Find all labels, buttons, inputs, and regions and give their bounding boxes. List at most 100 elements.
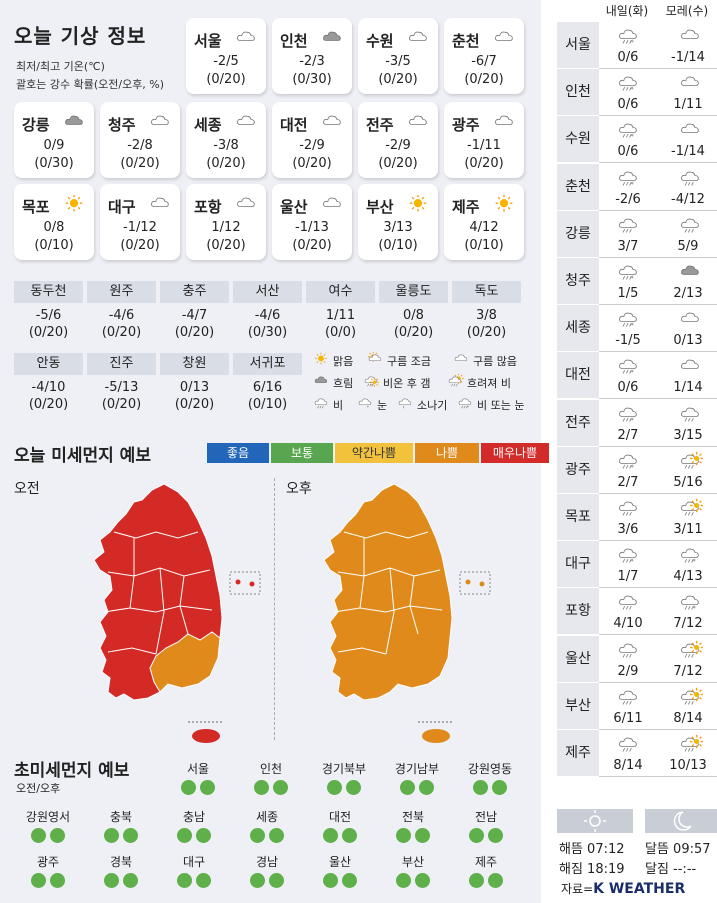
pm-title: 초미세먼지 예보	[14, 761, 130, 781]
svg-text:*: *	[693, 605, 697, 613]
svg-text:*: *	[631, 274, 635, 282]
province-border	[337, 647, 387, 655]
cloudy-icon	[492, 112, 516, 130]
forecast-tomorrow: 2/7	[617, 474, 639, 490]
grid-prob: (0/20)	[101, 325, 142, 340]
forecast-dayafter: 1/14	[673, 380, 703, 396]
card-city: 춘천	[452, 32, 480, 50]
pm-pm-dot	[492, 780, 507, 795]
pm-region: 울산	[328, 855, 352, 869]
card-prob: (0/30)	[292, 72, 332, 87]
cloudy-icon	[320, 112, 344, 130]
grid-temp: 3/8	[476, 308, 497, 323]
jeju-island	[192, 729, 220, 743]
sunny-icon	[62, 194, 86, 212]
pm-am-dot	[181, 780, 196, 795]
sunny-icon	[312, 352, 330, 369]
rain-icon	[677, 215, 707, 235]
grid-values: 1/11 (0/0)	[306, 307, 375, 341]
forecast-city: 전주	[557, 399, 599, 447]
snow-cloud-icon: *	[677, 545, 707, 566]
pm-dots	[373, 828, 453, 847]
forecast-dayafter: 3/15	[673, 427, 703, 443]
pm-pm-dot	[346, 780, 361, 795]
pm-region: 인천	[259, 762, 283, 776]
pm-am-dot	[31, 873, 46, 888]
pm-region: 제주	[474, 855, 498, 869]
island	[465, 579, 471, 585]
grid-prob: (0/20)	[28, 397, 69, 412]
forecast-dayafter: 7/12	[673, 663, 703, 679]
city-card: 부산 3/13 (0/10)	[358, 184, 438, 260]
city-card: 춘천 -6/7 (0/20)	[444, 18, 524, 94]
pm-dots	[154, 828, 234, 847]
sleet-icon: *	[456, 396, 474, 413]
card-prob: (0/20)	[378, 156, 418, 171]
pm-pm-dot	[342, 873, 357, 888]
card-temp: -2/9	[299, 138, 325, 153]
overcast-icon	[62, 112, 86, 130]
forecast-tomorrow: 8/14	[613, 758, 643, 773]
island	[249, 581, 255, 587]
snow-cloud-icon: *	[615, 545, 645, 566]
grid-values: -5/6 (0/20)	[14, 307, 83, 341]
forecast-tomorrow: 0/6	[617, 380, 639, 396]
city-card: 목포 0/8 (0/10)	[14, 184, 94, 260]
card-city: 포항	[194, 198, 222, 216]
cloudy-icon	[452, 352, 470, 369]
forecast-tomorrow: -1/5	[615, 333, 641, 349]
pm-dots	[450, 780, 530, 799]
grid-temp: 6/16	[252, 380, 283, 395]
grid-values: 0/8 (0/20)	[379, 307, 448, 341]
grid-temp: 0/8	[403, 308, 424, 323]
legend-item: 비온 후 갬	[362, 374, 430, 391]
province-border	[113, 531, 199, 539]
rain-sun-icon	[677, 687, 707, 707]
forecast-dayafter: 0/13	[673, 333, 703, 349]
legend-label: 흐려져 비	[467, 376, 511, 390]
card-temp: -3/5	[385, 54, 411, 69]
card-city: 전주	[366, 116, 394, 134]
temp-caption: 최저/최고 기온(℃)	[16, 60, 105, 73]
forecast-tomorrow: 1/7	[617, 569, 639, 585]
rain-icon	[615, 687, 645, 707]
svg-text:*: *	[631, 463, 635, 471]
cloudy-icon	[320, 194, 344, 212]
cloudy-icon	[677, 309, 707, 329]
moon-icon	[673, 811, 692, 831]
forecast-city: 울산	[557, 635, 599, 683]
legend-label: 흐림	[333, 376, 354, 390]
card-city: 울산	[280, 198, 308, 216]
pm-dots	[373, 873, 453, 892]
rain-sun-icon	[677, 734, 707, 754]
rain-icon	[615, 498, 645, 518]
page-title: 오늘 기상 정보	[14, 24, 147, 48]
grid-city: 창원	[160, 353, 229, 375]
forecast-row: 청주 * 1/5 2/13	[557, 258, 717, 305]
card-prob: (0/20)	[206, 72, 246, 87]
forecast-panel: 내일(화) 모레(수) 서울 * 0/6 -1/14 인천 * 0/6 1/11…	[557, 0, 717, 903]
row-divider	[599, 681, 717, 683]
card-prob: (0/20)	[120, 156, 160, 171]
forecast-city: 청주	[557, 258, 599, 305]
rain-icon	[615, 215, 645, 235]
card-city: 인천	[280, 32, 308, 50]
ulleung-inset	[229, 571, 261, 595]
forecast-dayafter: 4/13	[673, 569, 703, 585]
legend-label: 비 또는 눈	[477, 398, 525, 412]
cloudy-icon	[492, 28, 516, 46]
forecast-tomorrow: 3/7	[617, 238, 639, 254]
forecast-city: 부산	[557, 682, 599, 730]
city-card: 포항 1/12 (0/20)	[186, 184, 266, 260]
row-divider	[599, 492, 717, 494]
island	[479, 581, 485, 587]
svg-text:*: *	[631, 369, 635, 377]
grid-temp: -5/6	[35, 308, 62, 323]
legend-item: 흐려져 비	[446, 373, 511, 391]
sunny-icon	[492, 194, 516, 212]
forecast-tomorrow: 6/11	[613, 710, 643, 726]
city-card: 전주 -2/9 (0/20)	[358, 102, 438, 178]
dust-level: 약간나쁨	[335, 443, 413, 463]
pm-pm-dot	[269, 873, 284, 888]
dust-level: 나쁨	[415, 443, 479, 463]
